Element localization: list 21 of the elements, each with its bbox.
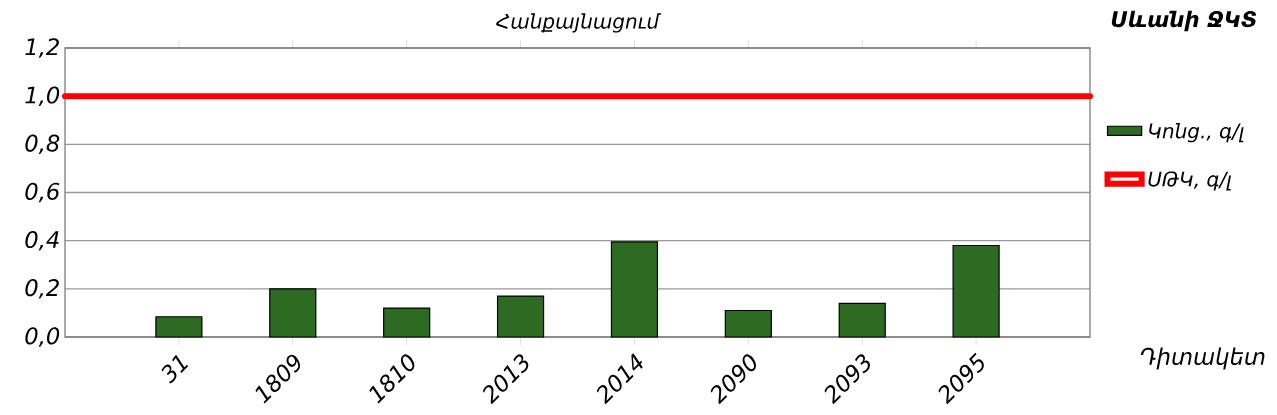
bar <box>269 288 317 338</box>
bar <box>610 241 659 338</box>
x-axis-title: Դիտակետ <box>1140 347 1265 370</box>
bar <box>724 309 772 338</box>
bar <box>155 316 203 338</box>
y-tick-label: 0,4 <box>25 230 59 251</box>
legend-label: ՍԹԿ, գ/լ <box>1148 171 1231 191</box>
chart-title: Հանքայնացում <box>496 13 662 33</box>
y-tick-label: 0,6 <box>25 182 60 203</box>
y-tick-label: 1,0 <box>25 86 60 106</box>
x-tick-label: 31 <box>161 354 189 384</box>
bar <box>838 302 886 338</box>
bar <box>496 295 545 338</box>
y-tick-label: 0,2 <box>25 279 59 299</box>
y-tick-label: 0,8 <box>25 134 60 155</box>
y-tick-label: 0,0 <box>25 327 60 347</box>
bar <box>383 307 431 338</box>
y-tick-label: 1,2 <box>25 38 59 58</box>
legend-label: Կոնց., գ/լ <box>1149 122 1244 143</box>
bar <box>952 244 1000 338</box>
text: Սևանի ՋԿՏ <box>1111 10 1256 32</box>
